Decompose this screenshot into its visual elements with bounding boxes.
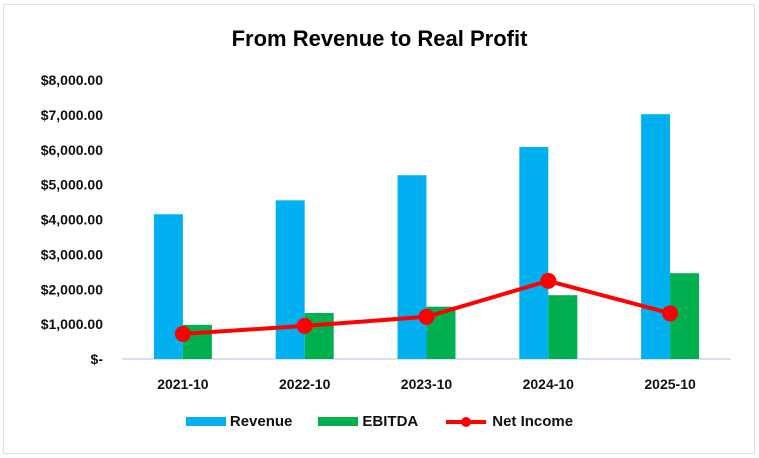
y-tick-label: $1,000.00 [41,316,103,332]
legend-label-revenue: Revenue [229,413,293,430]
legend-swatch-net-income [446,416,487,427]
y-tick-label: $8,000.00 [41,72,103,88]
x-tick-label: 2025-10 [644,376,696,392]
bar-revenue [397,175,427,359]
y-tick-label: $4,000.00 [41,212,103,228]
point-net-income [540,272,557,289]
bar-revenue [641,114,671,360]
y-tick-label: $5,000.00 [41,177,103,193]
point-net-income [418,308,435,325]
point-net-income [174,325,191,342]
legend-item-ebitda: EBITDA [318,413,418,430]
bar-revenue [519,146,549,359]
y-tick-label: $6,000.00 [41,142,103,158]
point-net-income [296,317,313,334]
point-net-income [662,305,679,322]
y-tick-label: $2,000.00 [41,281,103,297]
legend-label-ebitda: EBITDA [362,413,419,430]
y-tick-label: $3,000.00 [41,246,103,262]
y-tick-label: $7,000.00 [41,107,103,123]
x-tick-label: 2022-10 [279,376,331,392]
legend-item-net-income: Net Income [444,413,573,430]
bar-revenue [275,200,305,359]
legend-label-net-income: Net Income [492,413,574,430]
chart-frame [3,4,755,454]
x-tick-label: 2024-10 [523,376,575,392]
legend-swatch-revenue [185,417,226,426]
legend-swatch-ebitda [318,417,359,426]
legend: Revenue EBITDA Net Income [0,413,759,430]
chart-title: From Revenue to Real Profit [231,26,528,51]
y-tick-label: $- [91,351,104,367]
x-tick-label: 2021-10 [157,376,209,392]
x-tick-label: 2023-10 [401,376,453,392]
legend-item-revenue: Revenue [185,413,293,430]
bar-ebitda [548,295,578,359]
